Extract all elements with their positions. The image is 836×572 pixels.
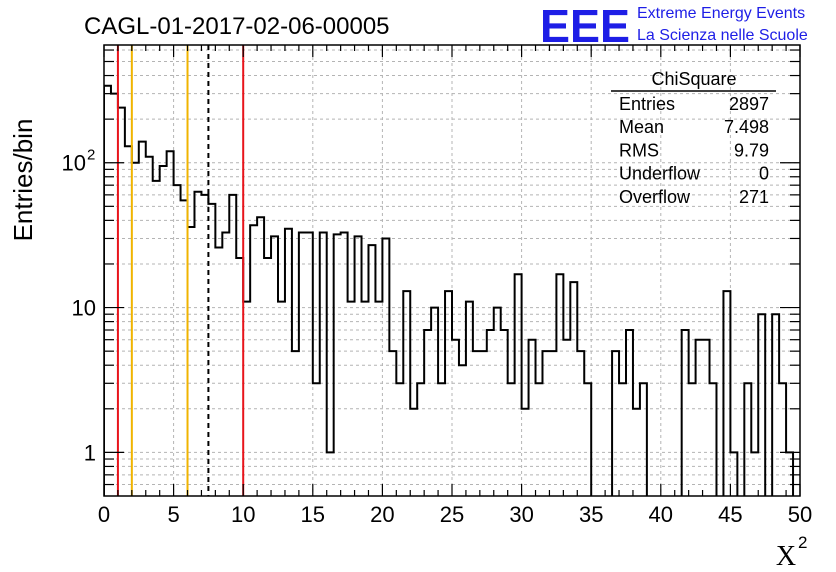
y-tick-label: 1 [84,440,96,465]
stats-row-value: 2897 [729,94,769,114]
x-tick-label: 40 [649,502,673,527]
stats-row-label: Entries [619,94,675,114]
x-tick-label: 35 [579,502,603,527]
x-ticks [103,45,801,496]
y-axis-label: Entries/bin [8,119,38,242]
x-tick-label: 20 [370,502,394,527]
eee-logo-mark: EEE [540,0,630,52]
stats-row-label: RMS [619,140,659,160]
x-tick-label: 25 [440,502,464,527]
x-axis-label-superscript: 2 [798,533,807,552]
stats-box-title: ChiSquare [651,69,736,89]
stats-row-label: Mean [619,117,664,137]
x-axis-label-base: X [776,541,796,572]
eee-logo-line1: Extreme Energy Events [637,5,805,22]
stats-row-label: Overflow [619,187,691,207]
histogram-line [104,84,800,496]
y-tick-label: 10 [62,151,86,176]
y-ticks [104,49,800,486]
x-tick-label: 50 [788,502,812,527]
stats-row-label: Underflow [619,164,701,184]
x-tick-label: 5 [167,502,179,527]
stats-row-value: 9.79 [734,140,769,160]
grid-lines [104,45,800,496]
stats-box: ChiSquare Entries 2897 Mean 7.498 RMS 9.79 Und… [611,69,776,207]
y-tick-label-superscript: 2 [87,147,95,164]
x-tick-label: 45 [718,502,742,527]
x-tick-label: 10 [231,502,255,527]
stats-row-value: 271 [739,187,769,207]
stats-row-value: 0 [759,164,769,184]
x-tick-label: 15 [301,502,325,527]
x-tick-label: 30 [509,502,533,527]
y-tick-label: 10 [72,296,96,321]
eee-logo: EEE Extreme Energy Events La Scienza nel… [540,0,808,52]
chart-title: CAGL-01-2017-02-06-00005 [84,13,390,40]
stats-row-value: 7.498 [724,117,769,137]
eee-logo-line2: La Scienza nelle Scuole [637,27,808,44]
x-tick-label: 0 [98,502,110,527]
x-axis-label: X [776,541,796,572]
